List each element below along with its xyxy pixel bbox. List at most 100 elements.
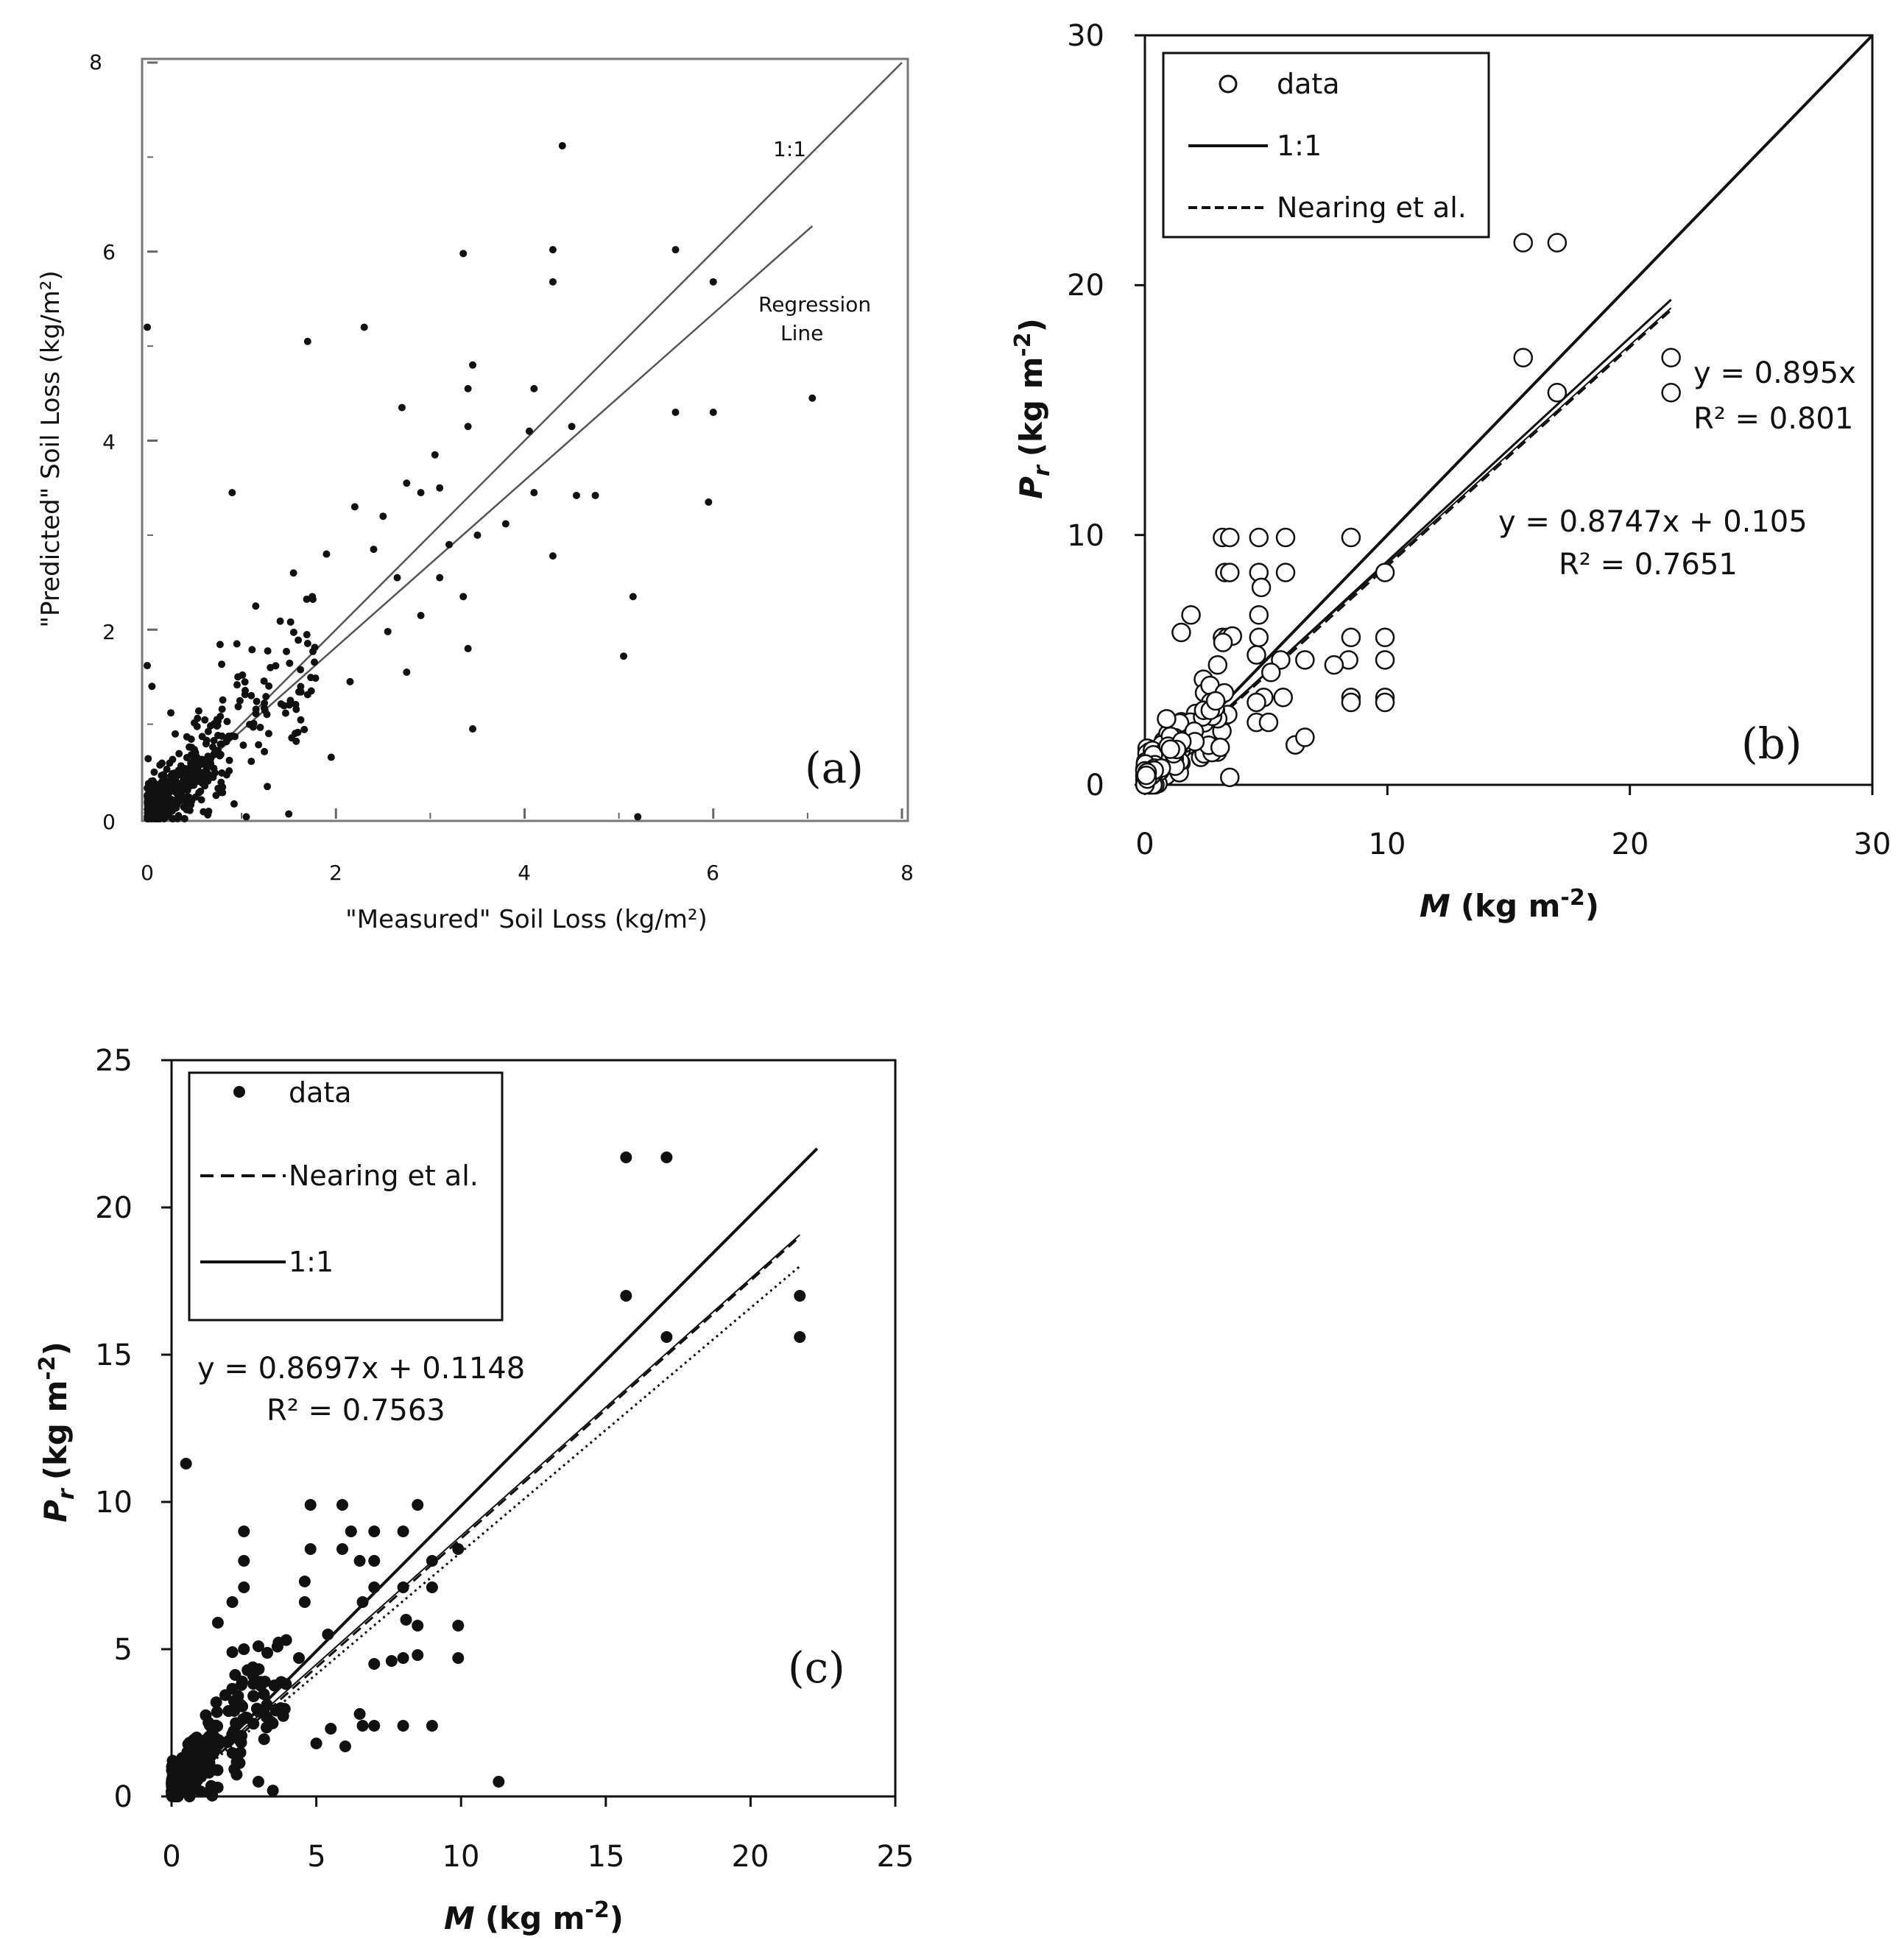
y-tick-label: 8	[89, 50, 102, 74]
data-point	[671, 246, 680, 254]
data-point	[184, 1781, 197, 1793]
data-point	[322, 550, 331, 558]
data-point	[206, 1789, 219, 1802]
y-axis-label-exp: -2	[35, 1355, 60, 1380]
data-point	[185, 1771, 197, 1784]
data-point	[219, 1689, 232, 1701]
data-point	[307, 687, 315, 695]
data-point	[183, 786, 191, 794]
fit-line	[1143, 34, 1874, 786]
y-tick-label: 2	[102, 620, 116, 644]
annotation-fit2-r2: R² = 0.7651	[1559, 548, 1738, 582]
data-point	[255, 741, 263, 749]
fit-lines-a	[147, 62, 903, 819]
data-points-b	[1135, 233, 1681, 795]
line-label-1to1-a: 1:1	[773, 137, 806, 161]
data-point	[167, 801, 175, 809]
data-point	[222, 771, 230, 779]
data-point	[175, 749, 183, 758]
data-point	[368, 1658, 381, 1670]
x-axis-label-exp: -2	[1560, 885, 1584, 911]
data-point	[197, 796, 205, 804]
data-point	[1258, 712, 1279, 733]
data-point	[180, 815, 188, 822]
data-point	[241, 686, 250, 694]
data-point	[275, 1676, 287, 1688]
data-point	[252, 602, 260, 610]
data-point	[1341, 527, 1361, 548]
data-point	[209, 1732, 222, 1744]
data-point	[280, 1634, 292, 1646]
data-point	[261, 706, 269, 714]
x-axis-label-close: )	[1585, 888, 1599, 924]
data-point	[236, 1675, 248, 1687]
data-point	[452, 1620, 465, 1632]
data-point	[794, 1290, 806, 1302]
data-point	[239, 741, 247, 749]
legend-c: data Nearing et al. 1:1	[188, 1071, 504, 1322]
data-point	[385, 1655, 398, 1667]
data-point	[549, 278, 557, 286]
data-point	[452, 1652, 465, 1664]
annotation-fit-eq: y = 0.8697x + 0.1148	[197, 1352, 525, 1386]
data-point	[176, 797, 184, 805]
data-point	[261, 1711, 273, 1724]
data-point	[398, 403, 406, 412]
data-point	[210, 736, 218, 744]
data-point	[246, 721, 254, 729]
fit-line	[171, 1234, 800, 1794]
y-axis-label-main: P	[1013, 476, 1049, 499]
data-point	[161, 797, 169, 805]
data-point	[473, 531, 482, 539]
data-point	[283, 647, 291, 655]
data-point	[709, 278, 717, 286]
plot-frame-b	[1143, 34, 1874, 786]
data-point	[297, 666, 305, 674]
data-point	[705, 498, 713, 506]
data-point	[368, 1525, 381, 1537]
panel-label-b: (b)	[1741, 719, 1802, 769]
data-point	[298, 1596, 311, 1608]
data-point	[426, 1555, 438, 1567]
data-point	[1341, 627, 1361, 648]
data-point	[292, 700, 300, 708]
data-point	[150, 784, 158, 792]
data-point	[200, 775, 208, 783]
data-point	[530, 384, 538, 392]
data-point	[269, 1704, 282, 1717]
y-tick-label: 15	[95, 1338, 133, 1372]
data-point	[634, 813, 642, 821]
y-axis-label-sub: r	[54, 1487, 80, 1500]
data-point	[211, 1617, 224, 1629]
data-point	[203, 1719, 216, 1732]
legend-label: 1:1	[1277, 130, 1322, 162]
data-point	[171, 769, 179, 777]
data-point	[247, 1690, 260, 1702]
data-point	[286, 618, 295, 626]
legend-label: Nearing et al.	[289, 1160, 479, 1192]
data-point	[150, 805, 158, 814]
data-point	[1136, 765, 1157, 786]
data-point	[144, 784, 152, 792]
data-point	[267, 663, 275, 671]
legend-marker-filled	[233, 1086, 245, 1098]
data-point	[293, 1652, 306, 1664]
data-point	[289, 628, 297, 636]
data-point	[525, 427, 533, 435]
data-point	[368, 1555, 381, 1567]
data-point	[368, 1720, 381, 1732]
data-point	[295, 636, 303, 644]
data-point	[469, 725, 477, 733]
panel-label-c: (c)	[788, 1643, 845, 1693]
data-point	[198, 733, 206, 741]
data-point	[336, 1499, 348, 1511]
y-tick-label: 25	[95, 1044, 133, 1078]
data-point	[201, 716, 209, 724]
y-axis-label-close: )	[1013, 318, 1049, 332]
data-point	[166, 1777, 178, 1790]
x-axis-label-c: M (kg m-2)	[444, 1897, 624, 1936]
data-point	[459, 593, 468, 601]
y-axis-label-a: "Predicted" Soil Loss (kg/m²)	[36, 270, 66, 627]
data-point	[252, 1705, 264, 1718]
